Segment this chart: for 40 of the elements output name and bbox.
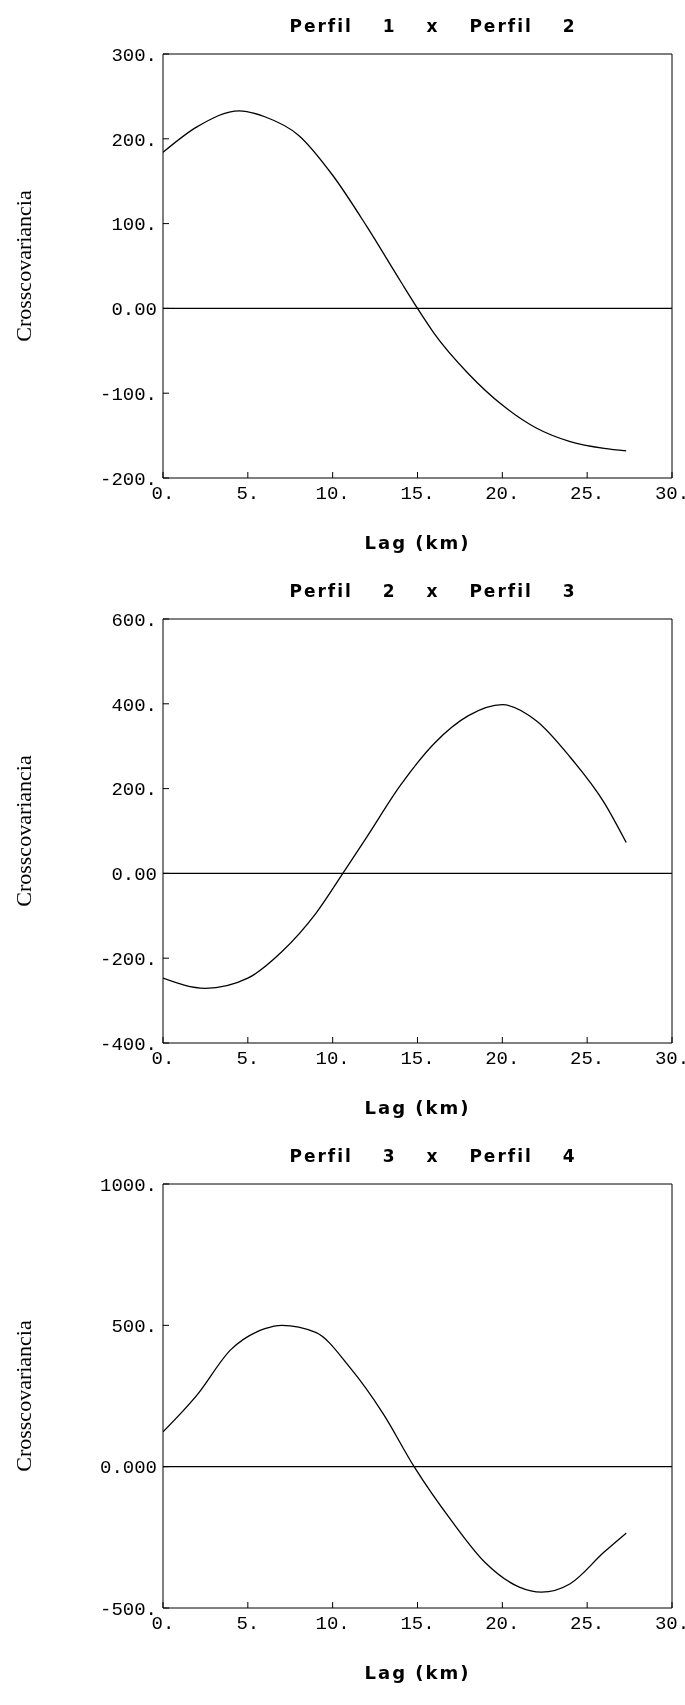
x-tick-label: 15. <box>400 1613 435 1636</box>
y-axis-title: Crosscovariancia <box>10 190 36 342</box>
x-tick-label: 30. <box>654 1613 685 1636</box>
x-tick-label: 10. <box>315 1048 350 1071</box>
x-tick-label: 30. <box>654 1048 685 1071</box>
y-tick-label: 200. <box>111 129 157 152</box>
y-tick-label: 400. <box>111 694 157 717</box>
y-tick-label: 100. <box>111 214 157 237</box>
chart-title: Perfil 2 x Perfil 3 <box>288 581 578 601</box>
x-tick-label: 30. <box>654 483 685 506</box>
x-tick-label: 25. <box>570 1048 605 1071</box>
x-axis-title: Lag (km) <box>364 532 471 553</box>
x-tick-label: 5. <box>236 1048 260 1071</box>
x-axis-title: Lag (km) <box>364 1662 471 1683</box>
y-axis-title: Crosscovariancia <box>10 1320 36 1472</box>
x-tick-label: 20. <box>485 1613 520 1636</box>
y-tick-label: -100. <box>99 383 157 406</box>
y-tick-label: 1000. <box>99 1174 157 1197</box>
chart-title: Perfil 1 x Perfil 2 <box>288 16 578 36</box>
x-tick-label: 25. <box>570 483 605 506</box>
x-tick-label: 5. <box>236 1613 260 1636</box>
x-axis-title: Lag (km) <box>364 1097 471 1118</box>
chart-title: Perfil 3 x Perfil 4 <box>288 1146 578 1166</box>
y-tick-label: 0.00 <box>111 299 157 322</box>
y-tick-label: -200. <box>99 948 157 971</box>
x-tick-label: 20. <box>485 483 520 506</box>
y-tick-label: 0.000 <box>99 1457 157 1480</box>
x-tick-label: 10. <box>315 1613 350 1636</box>
y-axis-title: Crosscovariancia <box>10 755 36 907</box>
x-tick-label: 10. <box>315 483 350 506</box>
y-tick-label: 300. <box>111 44 157 67</box>
y-tick-label: 500. <box>111 1316 157 1339</box>
x-tick-label: 15. <box>400 1048 435 1071</box>
x-tick-label: 25. <box>570 1613 605 1636</box>
y-tick-label: 600. <box>111 609 157 632</box>
y-tick-label: 0.00 <box>111 864 157 887</box>
x-tick-label: 5. <box>236 483 260 506</box>
x-tick-label: 15. <box>400 483 435 506</box>
y-tick-label: 200. <box>111 779 157 802</box>
x-tick-label: 20. <box>485 1048 520 1071</box>
